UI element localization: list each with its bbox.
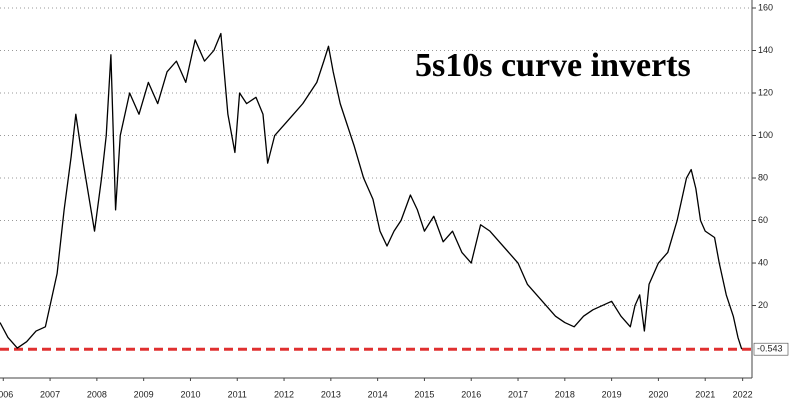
x-tick-label: 2021 [695,389,715,399]
reference-label: -0.543 [757,344,783,354]
x-tick-label: 2019 [602,389,622,399]
x-tick-label: 2010 [180,389,200,399]
y-tick-label: 60 [758,215,768,225]
x-tick-label: 2015 [414,389,434,399]
x-tick-label: 2014 [368,389,388,399]
y-tick-label: 140 [758,45,773,55]
x-tick-label: 2008 [87,389,107,399]
x-tick-label: 2009 [134,389,154,399]
annotation: 5s10s curve inverts [415,47,691,84]
line-series [0,32,743,350]
y-tick-label: 40 [758,257,768,267]
y-tick-label: 120 [758,87,773,97]
x-tick-label: 2016 [461,389,481,399]
ref-label-box [753,342,789,356]
x-tick-label: 2007 [40,389,60,399]
x-tick-label: 2022 [733,389,753,399]
y-tick-label: 20 [758,300,768,310]
y-tick-label: 160 [758,2,773,12]
x-tick-label: 2012 [274,389,294,399]
x-tick-label: 2017 [508,389,528,399]
x-tick-label: 2011 [228,389,247,399]
x-tick-label: 2018 [555,389,575,399]
y-tick-label: 100 [758,130,773,140]
x-tick-label: 2013 [321,389,341,399]
x-tick-label: 2020 [648,389,668,399]
y-tick-label: 80 [758,172,768,182]
x-tick-label: 2006 [0,389,13,399]
